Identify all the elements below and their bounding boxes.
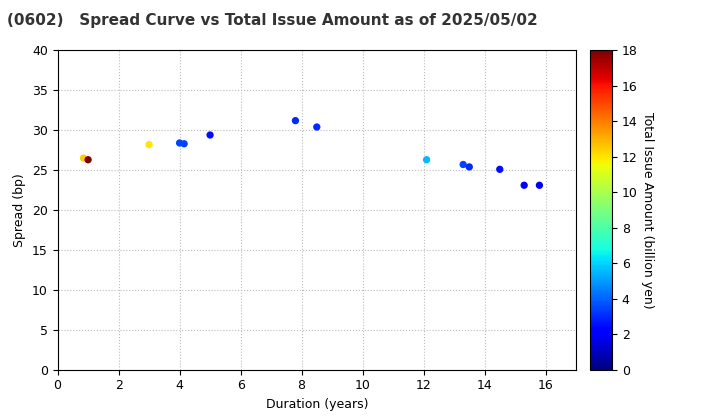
Point xyxy=(78,155,89,161)
Point xyxy=(494,166,505,173)
Point xyxy=(289,117,301,124)
Point xyxy=(534,182,545,189)
Point xyxy=(457,161,469,168)
Y-axis label: Total Issue Amount (billion yen): Total Issue Amount (billion yen) xyxy=(642,112,654,308)
Point xyxy=(174,139,185,146)
X-axis label: Duration (years): Duration (years) xyxy=(266,398,368,411)
Point xyxy=(82,156,94,163)
Point xyxy=(311,123,323,130)
Point xyxy=(518,182,530,189)
Point xyxy=(179,140,190,147)
Text: (0602)   Spread Curve vs Total Issue Amount as of 2025/05/02: (0602) Spread Curve vs Total Issue Amoun… xyxy=(7,13,538,28)
Y-axis label: Spread (bp): Spread (bp) xyxy=(14,173,27,247)
Point xyxy=(143,141,155,148)
Point xyxy=(464,163,475,170)
Point xyxy=(420,156,432,163)
Point xyxy=(204,131,216,138)
